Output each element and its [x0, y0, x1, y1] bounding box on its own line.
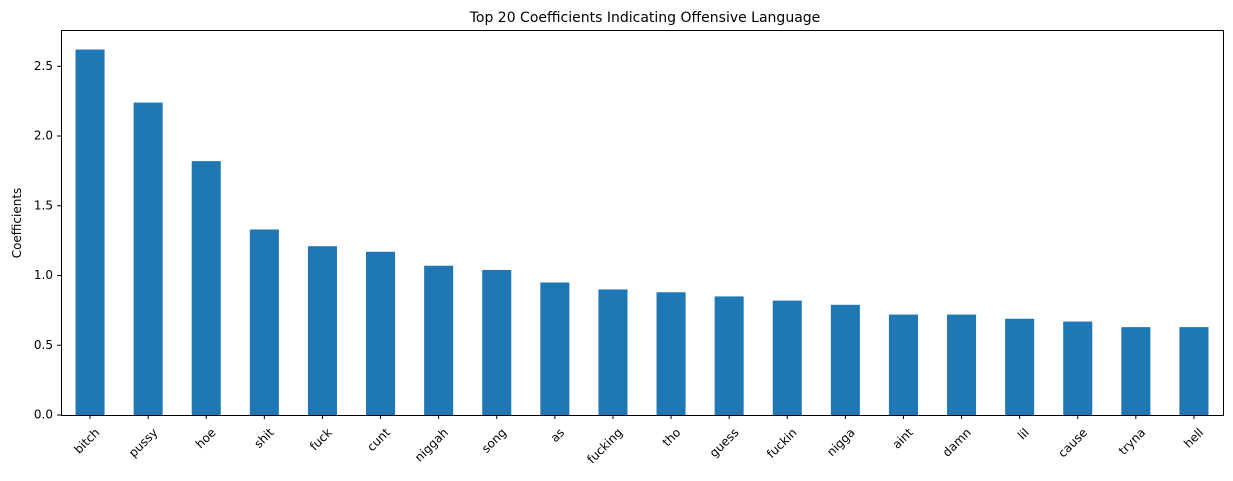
- x-axis-ticks: bitch pussy hoe shit fuck cunt niggah song as fuc…: [71, 415, 1206, 466]
- bar-guess: [714, 296, 744, 415]
- x-tick-label: song: [479, 425, 509, 455]
- bar-tryna: [1121, 327, 1151, 415]
- chart-title: Top 20 Coefficients Indicating Offensive…: [469, 10, 821, 26]
- bar-damn: [947, 314, 977, 415]
- bar-cause: [1063, 321, 1093, 415]
- x-tick-label: cunt: [364, 425, 393, 454]
- bar-aint: [888, 314, 918, 415]
- bar-hoe: [191, 161, 221, 415]
- y-tick-label: 0.5: [34, 338, 53, 352]
- x-tick-label: fuck: [307, 425, 335, 453]
- x-tick-label: hell: [1181, 425, 1206, 450]
- bar-song: [482, 269, 512, 415]
- y-tick-label: 2.5: [34, 59, 53, 73]
- bar-fuck: [307, 246, 337, 415]
- bar-cunt: [366, 251, 396, 415]
- y-axis-ticks: 0.0 0.5 1.0 1.5 2.0 2.5: [34, 59, 61, 422]
- x-tick-label: nigga: [824, 425, 858, 459]
- x-tick-label: tho: [660, 425, 684, 449]
- x-tick-label: fuckin: [764, 425, 800, 461]
- y-axis-label: Coefficients: [10, 188, 24, 259]
- bar-nigga: [830, 304, 860, 415]
- x-tick-label: guess: [707, 425, 742, 460]
- x-tick-label: shit: [251, 425, 277, 451]
- x-tick-label: tryna: [1116, 425, 1148, 457]
- bar-shit: [249, 229, 279, 415]
- x-tick-label: aint: [890, 425, 916, 451]
- x-tick-label: as: [548, 425, 568, 445]
- bar-hell: [1179, 327, 1209, 415]
- y-tick-label: 0.0: [34, 408, 53, 422]
- x-tick-label: cause: [1055, 425, 1090, 460]
- bar-pussy: [133, 102, 163, 415]
- x-tick-label: lil: [1015, 425, 1032, 442]
- x-tick-label: bitch: [71, 425, 102, 456]
- x-tick-label: pussy: [126, 425, 161, 460]
- bar-fucking: [598, 289, 628, 415]
- y-tick-label: 2.0: [34, 129, 53, 143]
- x-tick-label: damn: [940, 425, 974, 459]
- bar-lil: [1005, 318, 1035, 415]
- y-tick-label: 1.5: [34, 198, 53, 212]
- bar-bitch: [75, 49, 105, 415]
- plot-area-frame: [61, 30, 1224, 416]
- bar-tho: [656, 292, 686, 415]
- x-tick-label: fucking: [584, 425, 625, 466]
- x-tick-label: hoe: [193, 425, 219, 451]
- bars-group: [75, 49, 1209, 415]
- y-tick-label: 1.0: [34, 268, 53, 282]
- bar-fuckin: [772, 300, 802, 415]
- x-tick-label: niggah: [412, 425, 451, 464]
- bar-niggah: [424, 265, 454, 415]
- bar-as: [540, 282, 570, 415]
